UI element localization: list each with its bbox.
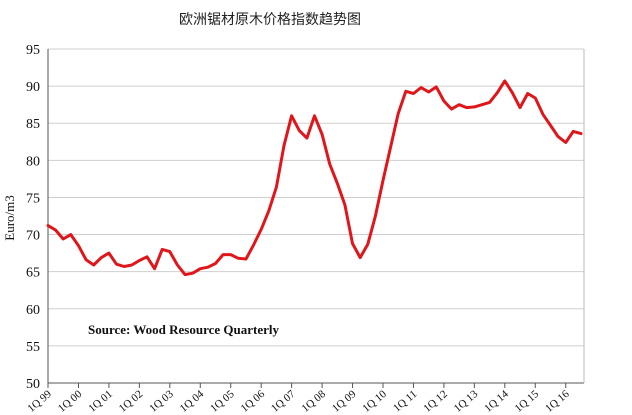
x-tick-label: 1Q 04 [178,388,207,415]
y-tick-label: 65 [26,266,40,281]
x-tick-label: 1Q 00 [56,388,85,415]
y-tick-labels: 50 55 60 65 70 75 80 85 90 95 [26,43,40,392]
y-tick-label: 50 [26,377,40,392]
x-tick-label: 1Q 01 [86,388,115,415]
x-tick-label: 1Q 03 [147,388,176,415]
x-tick-label: 1Q 14 [482,388,511,415]
y-tick-label: 95 [26,43,40,58]
y-tick-label: 55 [26,340,40,355]
y-tick-label: 90 [26,80,40,95]
x-tick-label: 1Q 05 [208,388,237,415]
y-tick-label: 75 [26,191,40,206]
y-tick-label: 60 [26,303,40,318]
x-tick-label: 1Q 02 [117,388,146,415]
x-tick-labels: 1Q 99 1Q 00 1Q 01 1Q 02 1Q 03 1Q 04 1Q 05 1Q 06… [25,383,572,415]
x-tick-label: 1Q 06 [239,388,268,415]
x-tick-label: 1Q 10 [360,388,389,415]
x-tick-label: 1Q 13 [452,388,481,415]
x-tick-label: 1Q 09 [330,388,359,415]
y-tick-label: 85 [26,117,40,132]
chart-title: 欧洲锯材原木价格指数趋势图 [179,12,361,28]
series-line [46,79,583,277]
x-tick-label: 1Q 07 [269,388,298,415]
y-axis-label: Euro/m3 [2,195,17,241]
gridlines [48,48,584,384]
x-tick-label: 1Q 08 [299,388,328,415]
x-tick-label: 1Q 16 [543,388,572,415]
y-tick-label: 80 [26,154,40,169]
x-tick-label: 1Q 11 [391,388,419,414]
y-tick-label: 70 [26,229,40,244]
source-annotation: Source: Wood Resource Quarterly [88,322,280,337]
x-tick-label: 1Q 12 [421,388,450,415]
x-tick-label: 1Q 15 [513,388,542,415]
